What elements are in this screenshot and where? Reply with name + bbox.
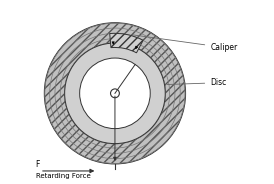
Text: Retarding Force: Retarding Force (36, 173, 90, 179)
Circle shape (80, 58, 150, 129)
Text: Tire Radius: Tire Radius (88, 105, 142, 114)
Wedge shape (45, 23, 185, 163)
Text: Disc: Disc (167, 78, 227, 87)
Text: r: r (129, 78, 132, 87)
Circle shape (44, 23, 185, 164)
Text: Brake Radius: Brake Radius (73, 76, 135, 85)
Wedge shape (110, 33, 143, 53)
Circle shape (65, 43, 165, 144)
Text: R: R (112, 120, 118, 129)
Text: Caliper: Caliper (133, 35, 238, 52)
Circle shape (110, 89, 119, 98)
Text: F: F (36, 160, 40, 169)
